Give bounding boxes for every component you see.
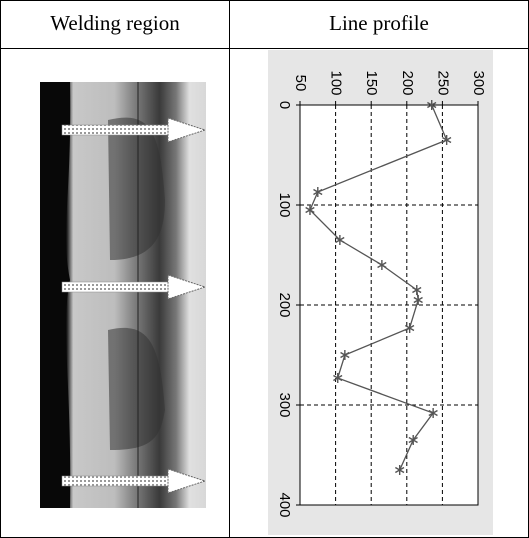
header-cell: Welding region bbox=[50, 11, 180, 35]
marker bbox=[441, 135, 452, 145]
header-cell: Line profile bbox=[329, 11, 429, 35]
marker bbox=[340, 350, 350, 360]
marker bbox=[377, 260, 387, 270]
marker bbox=[335, 235, 345, 245]
arrow bbox=[61, 274, 207, 300]
marker bbox=[413, 295, 423, 305]
marker bbox=[408, 435, 418, 445]
x-tick-label: 300 bbox=[276, 392, 293, 417]
marker bbox=[427, 100, 437, 110]
plot-area bbox=[299, 104, 479, 506]
value-tick-label: 250 bbox=[434, 70, 451, 95]
x-tick-label: 200 bbox=[276, 292, 293, 317]
marker bbox=[313, 187, 323, 197]
value-tick-label: 100 bbox=[328, 70, 345, 95]
value-tick-label: 200 bbox=[399, 70, 416, 95]
welding-image bbox=[40, 82, 207, 508]
marker bbox=[305, 205, 315, 215]
chart: 50 100 150 200 250 300 0 100 200 300 400 bbox=[276, 70, 487, 517]
value-tick-label: 300 bbox=[470, 70, 487, 95]
x-tick-label: 400 bbox=[276, 492, 293, 517]
x-tick-label: 100 bbox=[276, 192, 293, 217]
marker bbox=[412, 285, 422, 295]
x-tick-label: 0 bbox=[276, 101, 293, 109]
value-tick-label: 150 bbox=[363, 70, 380, 95]
arrow bbox=[61, 117, 207, 143]
arrow bbox=[61, 468, 207, 494]
marker bbox=[428, 408, 438, 418]
value-tick-label: 50 bbox=[292, 75, 309, 92]
marker bbox=[404, 323, 415, 333]
marker bbox=[394, 465, 405, 475]
marker bbox=[333, 373, 343, 383]
